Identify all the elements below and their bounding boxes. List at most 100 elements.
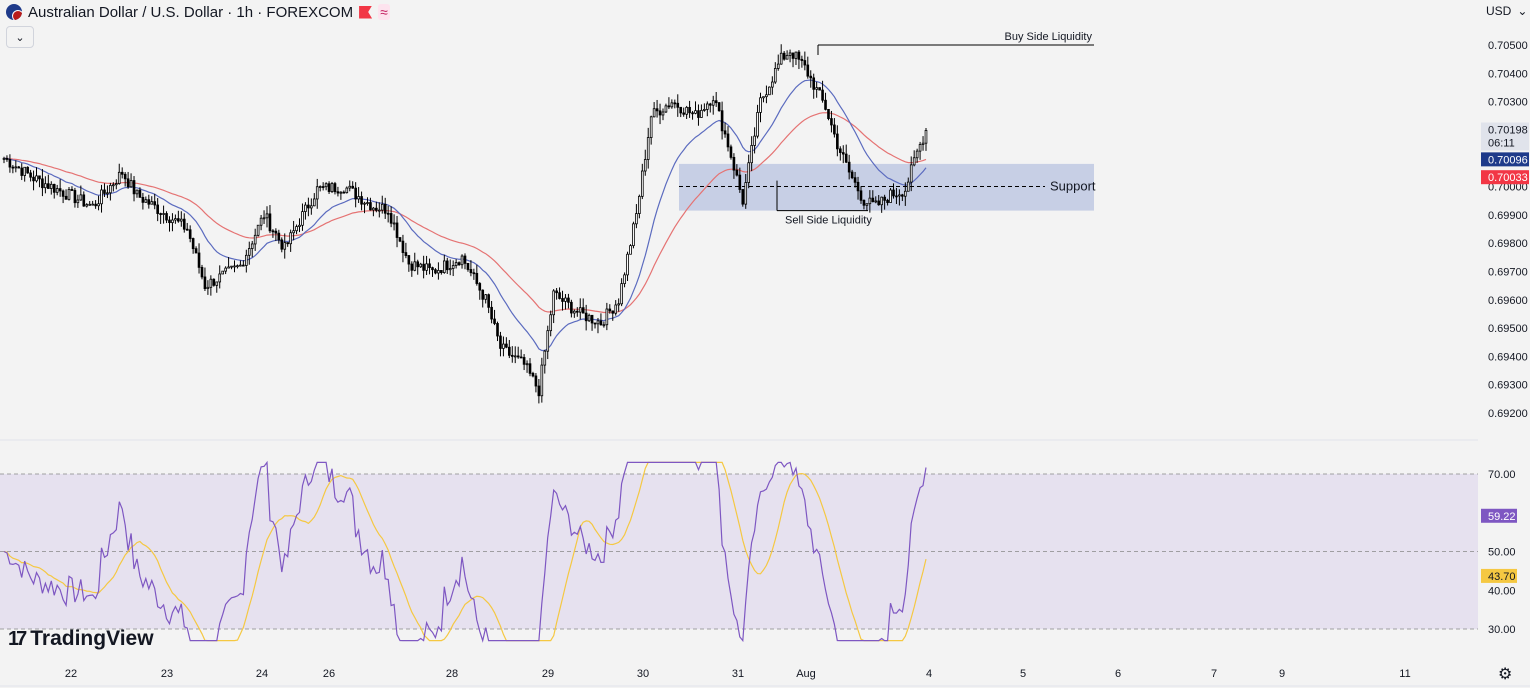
- date-tick: Aug: [796, 668, 816, 680]
- candle-body: [534, 375, 538, 387]
- candle-body: [304, 204, 307, 212]
- candle-body: [221, 270, 224, 275]
- candle-body: [516, 355, 520, 358]
- candle-body: [528, 363, 532, 374]
- candle-body: [203, 276, 207, 290]
- candle-body: [88, 203, 92, 206]
- candle-body: [451, 265, 455, 269]
- chevron-down-icon: ⌄: [1517, 4, 1528, 18]
- candle-body: [85, 204, 89, 207]
- symbol-title[interactable]: Australian Dollar / U.S. Dollar · 1h · F…: [28, 3, 354, 21]
- candle-body: [445, 260, 449, 271]
- collapse-chevron-button[interactable]: ⌄: [6, 26, 34, 48]
- flag-marker-icon[interactable]: [359, 5, 373, 19]
- price-tick: 0.69900: [1488, 210, 1528, 222]
- settings-gear-icon[interactable]: ⚙: [1498, 666, 1513, 683]
- candle-body: [280, 239, 284, 250]
- price-tick: 0.69600: [1488, 295, 1528, 307]
- rsi-tick: 50.00: [1488, 547, 1516, 559]
- candle-body: [575, 310, 579, 313]
- candle-body: [581, 307, 585, 314]
- candle-body: [298, 224, 301, 227]
- candle-body: [708, 103, 712, 106]
- candle-body: [460, 255, 464, 266]
- candle-body: [800, 58, 804, 61]
- candle-body: [735, 169, 739, 176]
- candle-body: [212, 278, 216, 286]
- candle-body: [191, 238, 195, 250]
- candle-body: [706, 103, 709, 110]
- candle-body: [398, 237, 402, 242]
- candle-body: [247, 248, 251, 256]
- candle-body: [522, 357, 526, 365]
- candle-body: [159, 213, 162, 215]
- candle-body: [153, 201, 157, 206]
- candle-body: [638, 195, 641, 214]
- candle-body: [750, 145, 753, 164]
- candle-body: [49, 183, 53, 189]
- candle-body: [413, 261, 417, 271]
- candle-body: [58, 188, 62, 192]
- candle-body: [602, 324, 606, 327]
- candle-body: [171, 219, 174, 224]
- candle-body: [26, 166, 29, 174]
- candle-body: [250, 243, 254, 249]
- currency-label: USD: [1486, 4, 1512, 18]
- candle-body: [776, 63, 780, 69]
- candle-body: [29, 172, 32, 178]
- currency-selector[interactable]: USD ⌄: [1486, 4, 1527, 18]
- candle-body: [310, 205, 313, 209]
- candle-body: [490, 306, 493, 320]
- candle-body: [676, 102, 680, 108]
- candle-body: [103, 189, 106, 194]
- candle-body: [348, 185, 352, 189]
- price-tick: 0.70500: [1488, 40, 1528, 52]
- candle-body: [484, 294, 487, 300]
- support-label: Support: [1050, 179, 1096, 194]
- candle-body: [295, 226, 298, 232]
- candle-body: [623, 274, 626, 285]
- candle-body: [573, 310, 576, 314]
- candle-body: [354, 187, 357, 200]
- candle-body: [363, 202, 366, 205]
- candle-body: [307, 204, 310, 209]
- candle-body: [11, 166, 15, 169]
- candle-body: [342, 191, 346, 194]
- candle-body: [395, 222, 399, 238]
- candle-body: [197, 252, 201, 268]
- candle-body: [457, 262, 461, 266]
- candle-body: [493, 318, 496, 324]
- candle-body: [70, 189, 74, 191]
- candle-body: [723, 130, 727, 135]
- candle-body: [360, 196, 363, 205]
- candle-body: [5, 157, 9, 160]
- candle-body: [605, 308, 609, 326]
- wave-icon[interactable]: ≈: [378, 4, 390, 20]
- candle-body: [584, 312, 588, 322]
- candle-body: [762, 96, 765, 99]
- candle-body: [673, 102, 677, 105]
- candle-body: [508, 346, 511, 356]
- candle-body: [91, 203, 94, 206]
- price-tick: 0.70400: [1488, 68, 1528, 80]
- candle-body: [138, 189, 142, 198]
- candle-body: [123, 173, 127, 180]
- candle-body: [691, 112, 694, 115]
- candle-body: [838, 148, 842, 153]
- candle-body: [82, 194, 86, 207]
- candle-body: [330, 183, 334, 192]
- candle-body: [239, 264, 242, 267]
- candle-body: [901, 194, 904, 197]
- candle-body: [132, 180, 136, 195]
- candle-body: [703, 108, 706, 111]
- candle-body: [206, 286, 210, 290]
- rsi-ma-value: 43.70: [1488, 571, 1516, 583]
- candle-body: [809, 75, 813, 79]
- date-tick: 23: [161, 668, 173, 680]
- candle-body: [510, 354, 514, 357]
- candle-body: [685, 106, 688, 115]
- date-tick: 11: [1399, 668, 1410, 680]
- candle-body: [392, 222, 396, 225]
- countdown-value: 06:11: [1488, 137, 1515, 149]
